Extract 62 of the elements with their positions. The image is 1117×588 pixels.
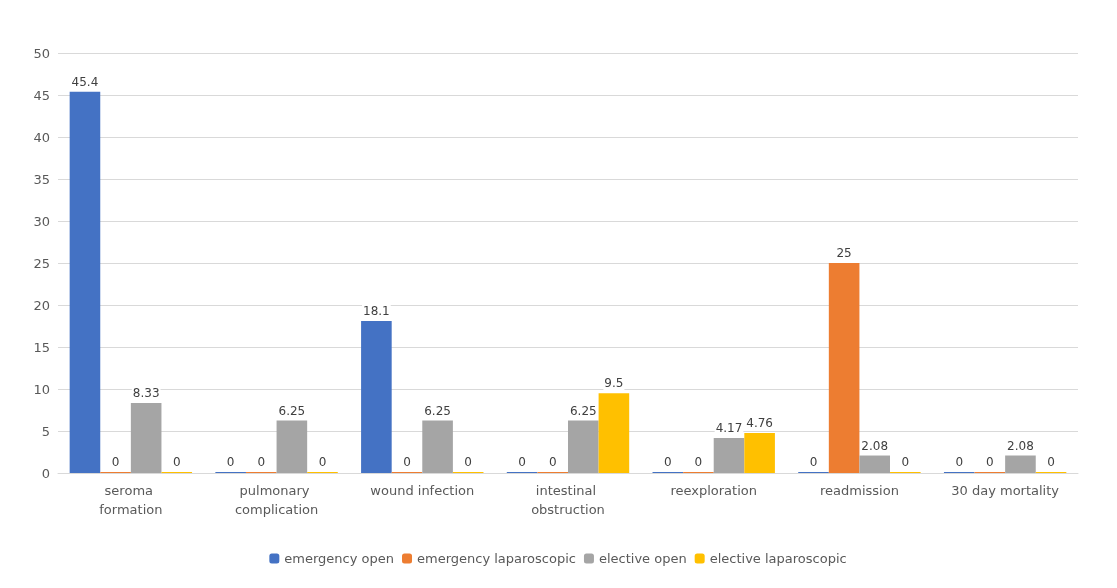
y-tick-label: 15 [33,339,50,355]
y-tick-label: 40 [33,129,50,145]
x-tick-label: pulmonary complication [234,483,319,517]
data-label: 0 [694,455,703,469]
data-label: 4.17 [715,420,743,435]
legend-label: elective laparoscopic [709,551,847,566]
data-label: 0 [955,455,964,469]
y-tick-label: 45 [33,87,50,103]
data-label: 0 [809,455,818,469]
y-tick-label: 25 [33,255,50,271]
bar [69,91,101,473]
data-label: 0 [226,455,235,469]
y-tick-label: 50 [33,45,50,61]
data-label: 25 [836,246,852,260]
x-tick-label: readmission [819,483,899,498]
bar [598,393,630,473]
data-label: 0 [318,455,327,469]
data-label: 0 [1047,455,1055,469]
data-label: 6.25 [424,403,451,418]
bar [130,403,162,473]
data-label: 0 [663,455,672,469]
data-label: 2.08 [1007,438,1034,453]
data-label: 4.76 [746,416,773,431]
y-tick-label: 0 [41,465,50,481]
data-label: 45.4 [71,74,99,89]
x-tick-label: wound infection [370,483,475,498]
y-tick-label: 30 [33,213,50,229]
data-label: 6.25 [278,403,306,418]
data-label: 0 [518,455,526,469]
data-label: 0 [172,455,181,469]
bar [828,263,860,473]
data-label: 6.25 [569,403,597,418]
data-label: 18.1 [363,303,390,318]
legend-label: emergency open [284,551,395,566]
x-tick-label: 30 day mortality [951,483,1060,498]
x-tick-label: seroma formation [99,483,163,517]
data-label: 0 [403,455,411,469]
y-tick-label: 20 [33,297,50,313]
data-label: 0 [257,455,266,469]
legend-label: emergency laparoscopic [417,551,576,566]
data-label: 0 [986,455,994,469]
y-tick-label: 35 [33,171,50,187]
data-label: 0 [111,455,120,469]
data-label: 0 [901,455,910,469]
x-tick-label: reexploration [670,483,757,498]
bar [713,437,745,473]
legend-label: elective open [598,551,687,566]
data-label: 2.08 [861,438,889,453]
bar [1005,455,1036,473]
data-label: 0 [464,455,473,469]
bar [744,433,775,473]
data-label: 9.5 [604,376,624,391]
y-tick-label: 10 [33,381,50,397]
bar [568,420,599,473]
x-tick-label: intestinal obstruction [531,483,605,517]
bar [422,420,453,473]
data-label: 0 [548,455,557,469]
bar [361,320,392,473]
data-label: 8.33 [132,386,160,401]
y-tick-label: 5 [41,423,50,439]
bar [859,455,891,473]
bar [276,420,308,473]
